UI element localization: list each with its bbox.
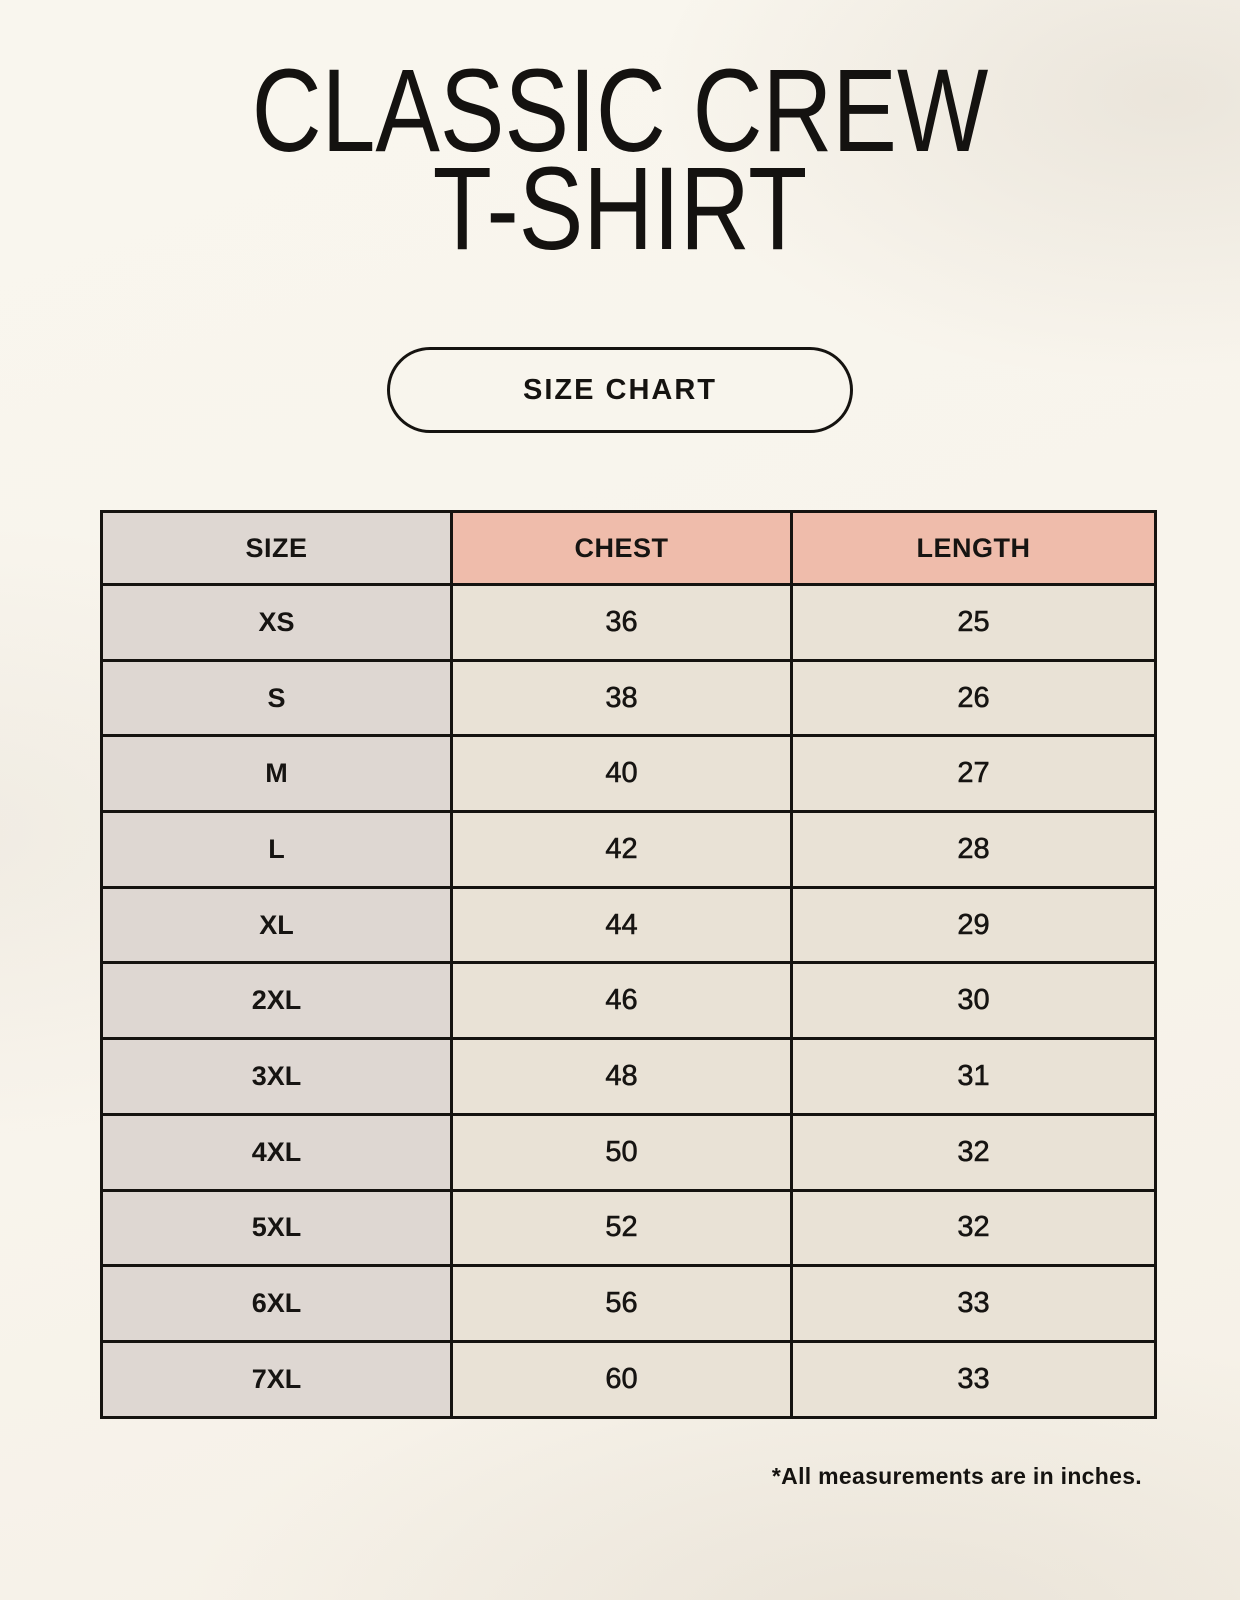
- table-row: S 38 26: [100, 658, 1157, 738]
- column-header-length: LENGTH: [790, 510, 1157, 586]
- length-value-cell: 33: [790, 1264, 1157, 1343]
- length-value-cell: 32: [790, 1112, 1157, 1192]
- page-title-line2: T-SHIRT: [432, 143, 808, 275]
- length-value-cell: 27: [790, 734, 1157, 814]
- chest-value-cell: 46: [450, 961, 793, 1041]
- table-row: 2XL 46 30: [100, 961, 1157, 1041]
- size-label-cell: XS: [100, 583, 453, 662]
- size-label-cell: 2XL: [100, 961, 453, 1041]
- chest-value-cell: 56: [450, 1264, 793, 1343]
- length-value-cell: 26: [790, 658, 1157, 738]
- chest-value-cell: 40: [450, 734, 793, 814]
- size-label-cell: XL: [100, 885, 453, 965]
- length-value-cell: 29: [790, 885, 1157, 965]
- table-row: 5XL 52 32: [100, 1188, 1157, 1268]
- chest-value-cell: 60: [450, 1339, 793, 1419]
- page-title: CLASSIC CREW T-SHIRT: [112, 45, 1129, 275]
- size-chart-table: SIZE CHEST LENGTH XS 36 25 S 38 26 M 40 …: [100, 510, 1157, 1419]
- size-chart-button-label: SIZE CHART: [523, 373, 717, 406]
- size-label-cell: L: [100, 810, 453, 889]
- size-label-cell: 7XL: [100, 1339, 453, 1419]
- size-label-cell: M: [100, 734, 453, 814]
- length-value-cell: 32: [790, 1188, 1157, 1268]
- chest-value-cell: 38: [450, 658, 793, 738]
- size-label-cell: S: [100, 658, 453, 738]
- chest-value-cell: 48: [450, 1037, 793, 1116]
- length-value-cell: 25: [790, 583, 1157, 662]
- length-value-cell: 31: [790, 1037, 1157, 1116]
- table-row: 4XL 50 32: [100, 1112, 1157, 1192]
- table-row: 7XL 60 33: [100, 1339, 1157, 1419]
- table-row: M 40 27: [100, 734, 1157, 814]
- chest-value-cell: 50: [450, 1112, 793, 1192]
- size-chart-button[interactable]: SIZE CHART: [387, 347, 853, 433]
- table-row: 3XL 48 31: [100, 1037, 1157, 1116]
- length-value-cell: 28: [790, 810, 1157, 889]
- size-label-cell: 5XL: [100, 1188, 453, 1268]
- table-row: XS 36 25: [100, 583, 1157, 662]
- chest-value-cell: 44: [450, 885, 793, 965]
- column-header-chest: CHEST: [450, 510, 793, 586]
- header-row: SIZE CHEST LENGTH: [100, 510, 1157, 586]
- column-header-size: SIZE: [100, 510, 453, 586]
- table-row: L 42 28: [100, 810, 1157, 889]
- size-chart-table-header: SIZE CHEST LENGTH: [100, 510, 1157, 586]
- chest-value-cell: 42: [450, 810, 793, 889]
- size-label-cell: 4XL: [100, 1112, 453, 1192]
- chest-value-cell: 36: [450, 583, 793, 662]
- length-value-cell: 30: [790, 961, 1157, 1041]
- size-label-cell: 6XL: [100, 1264, 453, 1343]
- size-chart-table-body: XS 36 25 S 38 26 M 40 27 L 42 28 XL 44 2…: [100, 583, 1157, 1419]
- page-title-line1: CLASSIC CREW: [251, 45, 989, 177]
- footnote: *All measurements are in inches.: [771, 1463, 1142, 1489]
- table-row: 6XL 56 33: [100, 1264, 1157, 1343]
- length-value-cell: 33: [790, 1339, 1157, 1419]
- chest-value-cell: 52: [450, 1188, 793, 1268]
- table-row: XL 44 29: [100, 885, 1157, 965]
- size-label-cell: 3XL: [100, 1037, 453, 1116]
